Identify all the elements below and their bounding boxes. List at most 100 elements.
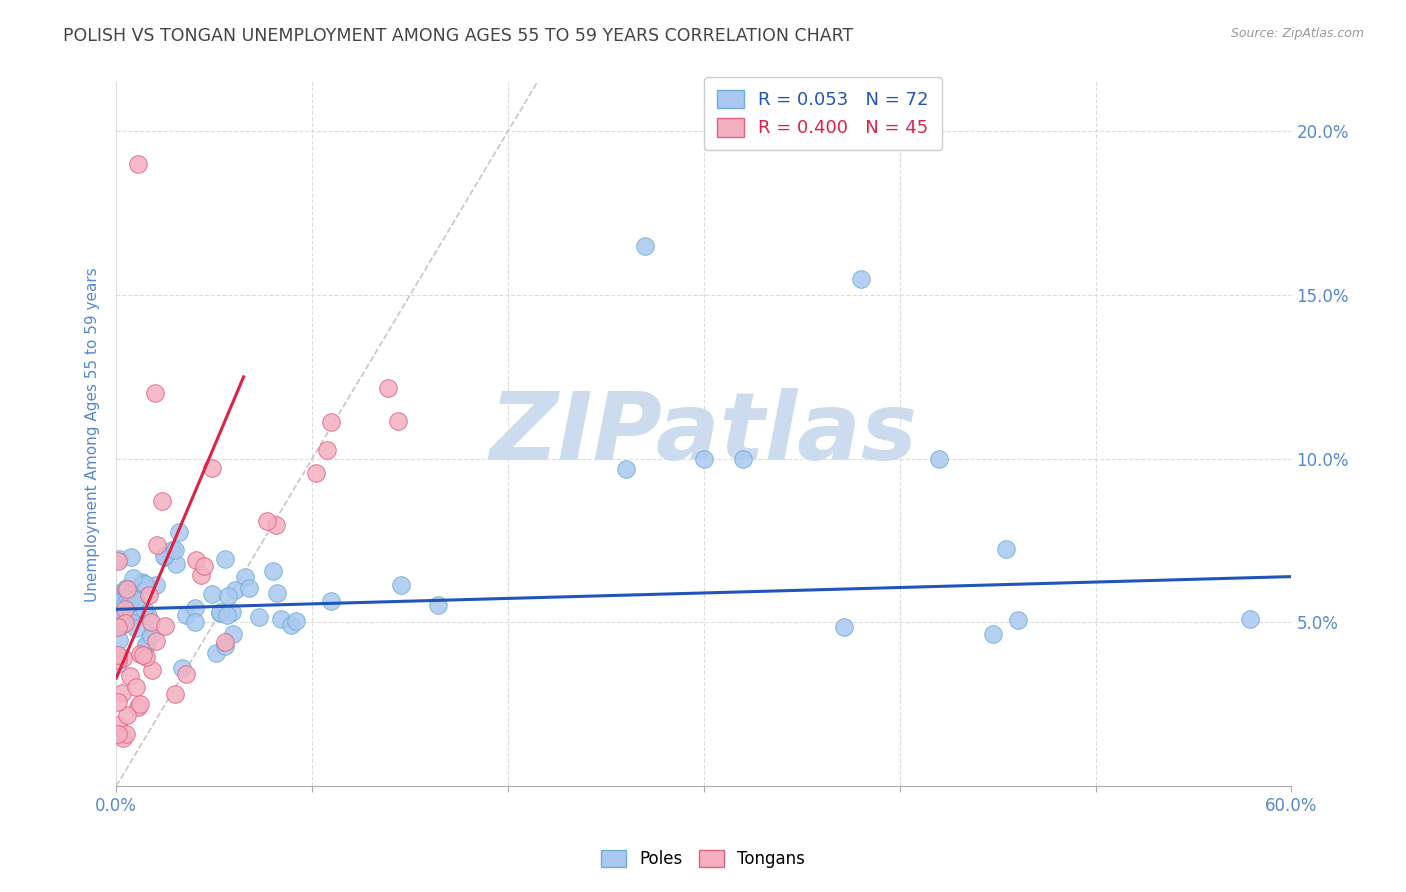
Point: [115, 581, 138, 595]
Point: [145, 634, 167, 648]
Point: [107, 653, 129, 667]
Point: [112, 650, 135, 665]
Point: [118, 608, 141, 623]
Point: [150, 494, 173, 508]
Point: [214, 635, 236, 649]
Point: [193, 558, 215, 573]
Point: [120, 668, 142, 682]
Point: [108, 552, 131, 566]
Point: [174, 667, 197, 681]
Point: [224, 583, 246, 598]
Point: [634, 239, 657, 253]
Point: [135, 650, 157, 665]
Point: [135, 638, 157, 652]
Legend: Poles, Tongans: Poles, Tongans: [595, 843, 811, 875]
Point: [270, 612, 292, 626]
Point: [155, 549, 177, 564]
Point: [201, 587, 224, 601]
Point: [114, 615, 136, 630]
Point: [184, 615, 207, 629]
Point: [112, 599, 135, 613]
Point: [849, 271, 872, 285]
Point: [111, 592, 134, 607]
Point: [928, 451, 950, 466]
Point: [221, 606, 243, 620]
Point: [247, 610, 270, 624]
Point: [115, 588, 138, 602]
Point: [1007, 613, 1029, 627]
Point: [107, 727, 129, 741]
Point: [321, 594, 343, 608]
Point: [132, 648, 155, 662]
Point: [208, 606, 231, 620]
Point: [111, 686, 134, 700]
Text: ZIPatlas: ZIPatlas: [489, 388, 918, 480]
Point: [427, 599, 450, 613]
Point: [176, 608, 198, 623]
Point: [284, 614, 307, 628]
Point: [127, 157, 149, 171]
Point: [132, 577, 155, 591]
Point: [141, 663, 163, 677]
Point: [983, 626, 1005, 640]
Point: [138, 628, 160, 642]
Point: [165, 557, 187, 571]
Point: [114, 602, 136, 616]
Point: [146, 537, 169, 551]
Point: [136, 608, 159, 623]
Point: [153, 619, 176, 633]
Point: [204, 646, 226, 660]
Point: [115, 582, 138, 597]
Point: [190, 568, 212, 582]
Point: [693, 451, 716, 466]
Point: [111, 599, 134, 613]
Point: [215, 608, 238, 623]
Point: [107, 554, 129, 568]
Point: [107, 718, 129, 732]
Y-axis label: Unemployment Among Ages 55 to 59 years: Unemployment Among Ages 55 to 59 years: [86, 267, 100, 601]
Point: [321, 416, 343, 430]
Point: [107, 695, 129, 709]
Point: [107, 657, 129, 672]
Point: [387, 414, 409, 428]
Point: [107, 648, 129, 662]
Point: [111, 618, 134, 632]
Point: [214, 552, 236, 566]
Point: [201, 461, 224, 475]
Point: [214, 640, 236, 654]
Point: [107, 620, 129, 634]
Point: [138, 589, 160, 603]
Point: [315, 443, 337, 458]
Point: [170, 661, 193, 675]
Point: [125, 599, 148, 614]
Point: [832, 620, 855, 634]
Legend: R = 0.053   N = 72, R = 0.400   N = 45: R = 0.053 N = 72, R = 0.400 N = 45: [704, 77, 942, 150]
Point: [128, 697, 150, 711]
Point: [125, 621, 148, 635]
Point: [262, 565, 284, 579]
Point: [235, 570, 257, 584]
Point: [129, 648, 152, 662]
Point: [377, 381, 399, 395]
Point: [208, 606, 231, 620]
Point: [389, 578, 412, 592]
Point: [163, 542, 186, 557]
Point: [120, 549, 142, 564]
Point: [125, 595, 148, 609]
Point: [115, 582, 138, 596]
Point: [129, 602, 152, 616]
Point: [217, 589, 239, 603]
Point: [266, 586, 288, 600]
Text: POLISH VS TONGAN UNEMPLOYMENT AMONG AGES 55 TO 59 YEARS CORRELATION CHART: POLISH VS TONGAN UNEMPLOYMENT AMONG AGES…: [63, 27, 853, 45]
Point: [1239, 612, 1261, 626]
Point: [256, 514, 278, 528]
Point: [163, 687, 186, 701]
Point: [280, 617, 302, 632]
Point: [127, 700, 149, 714]
Point: [141, 615, 163, 629]
Point: [111, 731, 134, 745]
Text: Source: ZipAtlas.com: Source: ZipAtlas.com: [1230, 27, 1364, 40]
Point: [994, 541, 1017, 556]
Point: [117, 585, 139, 599]
Point: [169, 524, 191, 539]
